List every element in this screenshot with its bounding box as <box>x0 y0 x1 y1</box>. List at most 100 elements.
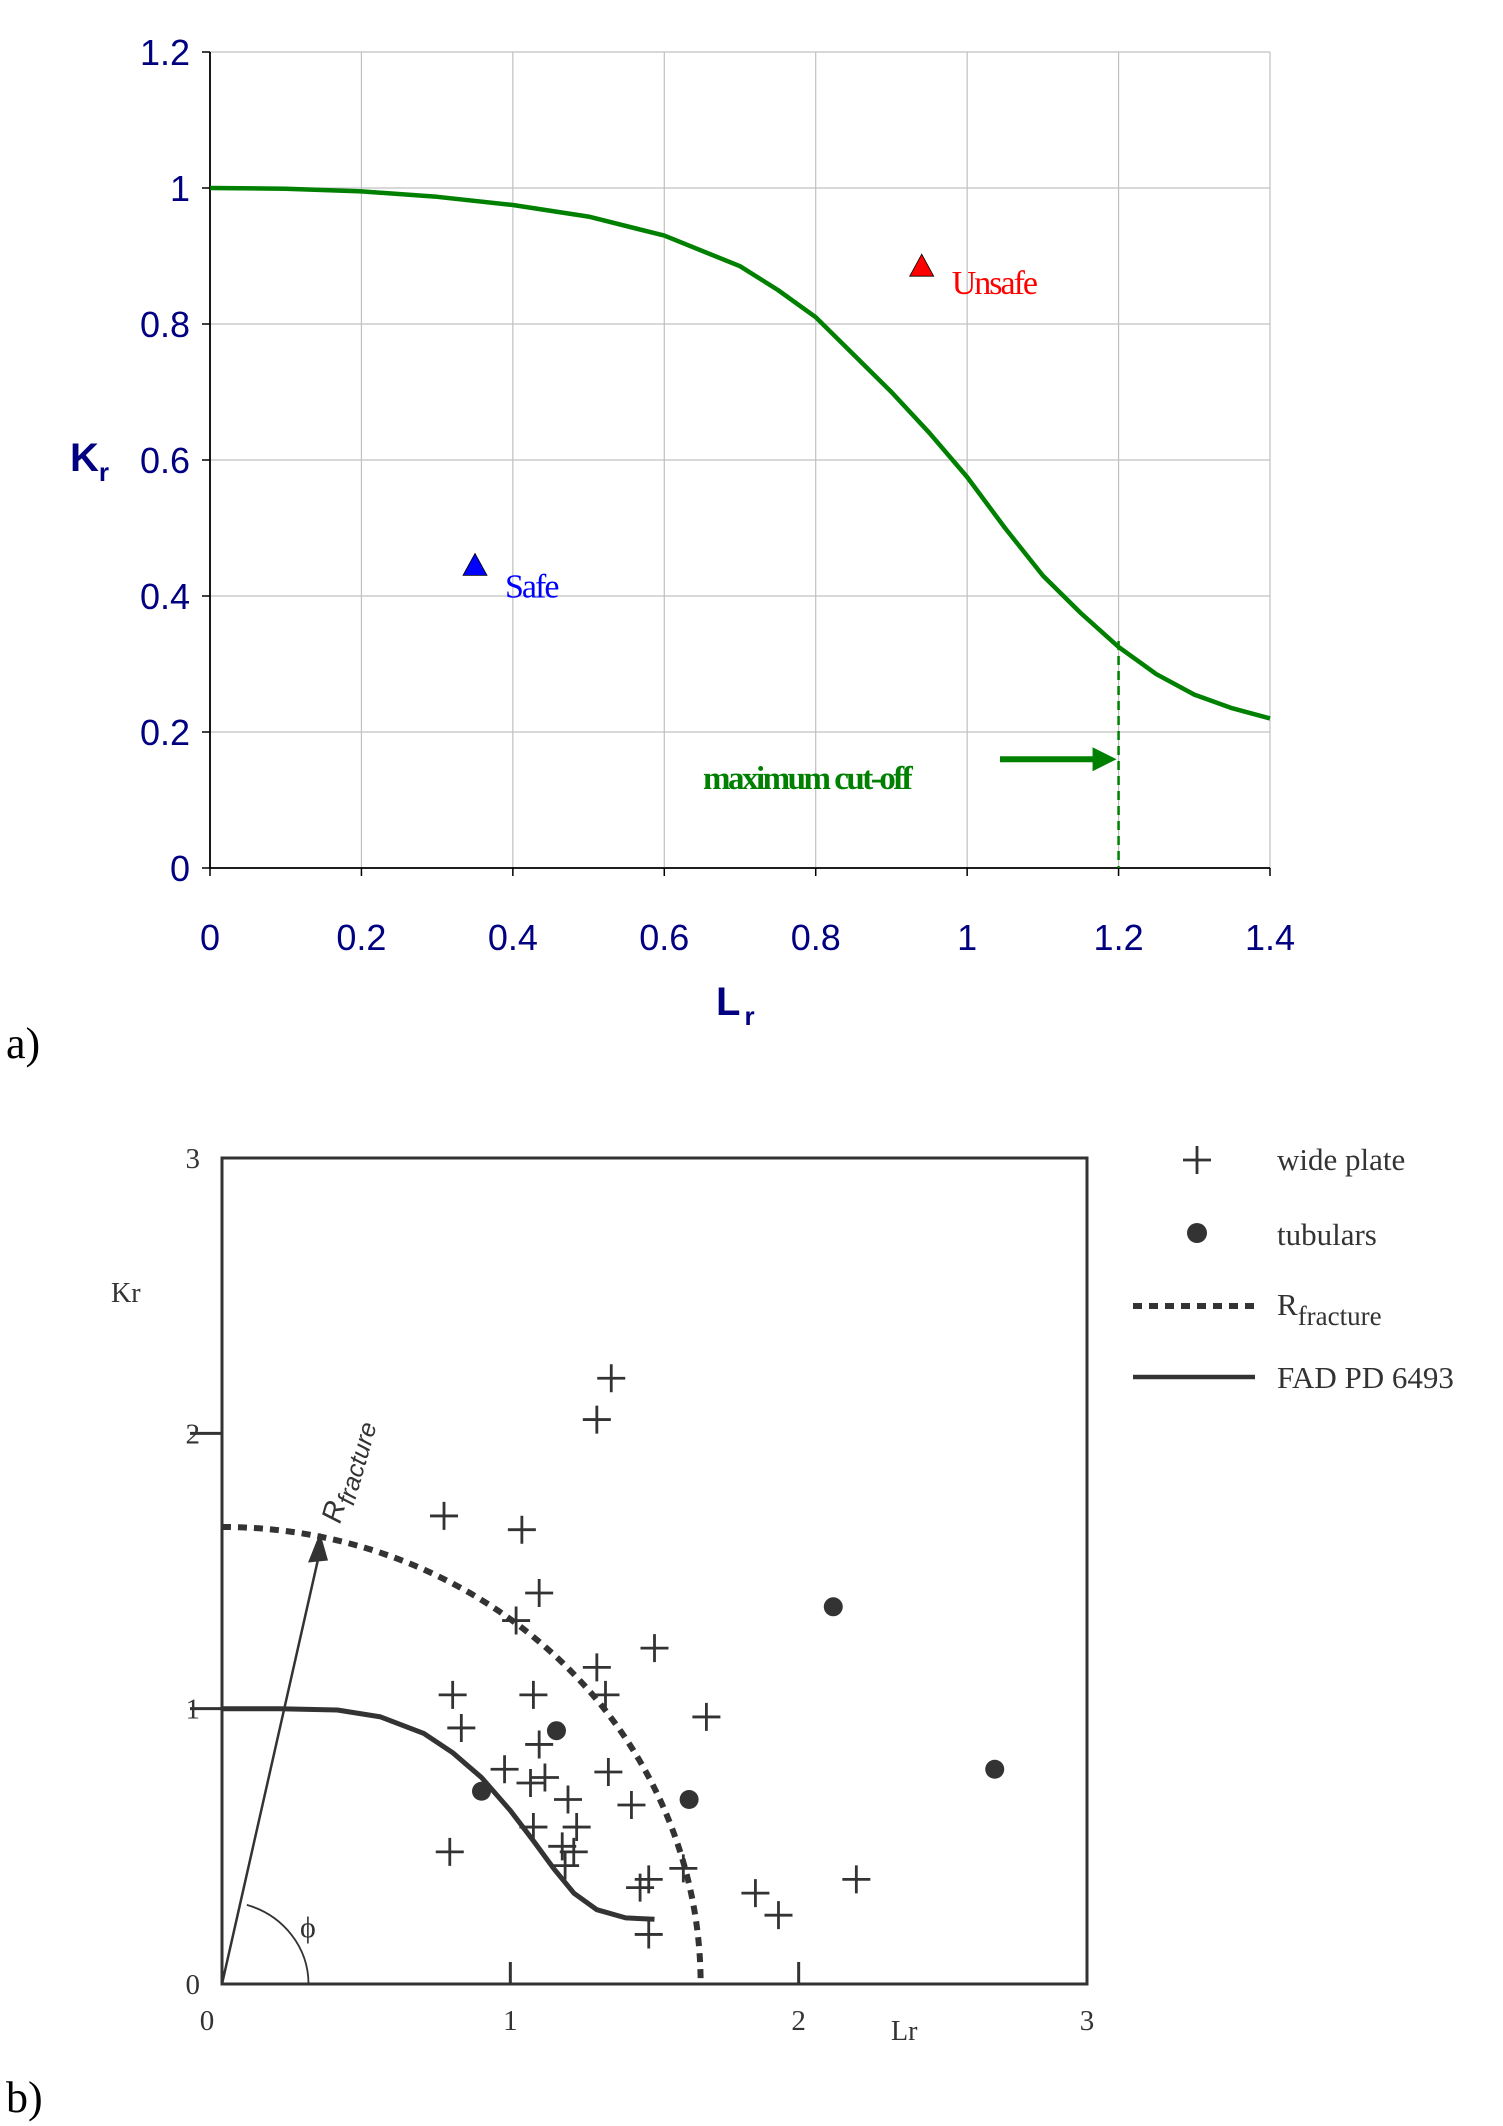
chart-b-x-tick-label: 1 <box>503 2005 518 2037</box>
chart-a-x-tick-label: 0 <box>200 917 220 958</box>
chart-b-y-tick-label: 3 <box>186 1143 201 1175</box>
tubular-point <box>985 1759 1005 1779</box>
chart-a-x-tick-label: 1.2 <box>1094 917 1144 958</box>
chart-a-x-tick-label: 0.8 <box>791 917 841 958</box>
chart-b-y-axis-label: Kr <box>111 1278 141 1309</box>
chart-b-x-tick-label: 3 <box>1080 2005 1095 2037</box>
chart-b-curves: Rfracture ϕ <box>220 1416 704 1985</box>
unsafe-point-marker <box>909 253 935 277</box>
wide-plate-point <box>634 1920 663 1949</box>
chart-a-y-tick-label: 0.6 <box>140 440 190 481</box>
chart-b-points <box>430 1364 1005 1949</box>
wide-plate-point <box>559 1837 588 1866</box>
rfracture-arrow-shaft <box>220 1550 322 1985</box>
wide-plate-point <box>516 1769 545 1798</box>
wide-plate-point <box>582 1653 611 1682</box>
chart-a-x-tick-label: 0.2 <box>336 917 386 958</box>
chart-b-y-tick-label: 0 <box>186 1969 201 2001</box>
legend-fad-label: FAD PD 6493 <box>1277 1360 1454 1395</box>
wide-plate-point <box>617 1791 646 1820</box>
chart-b-x-axis-label: Lr <box>891 2016 918 2047</box>
rfracture-arrow-label-sub: fracture <box>332 1419 382 1508</box>
chart-b-plot-frame <box>220 1156 1089 1986</box>
wide-plate-point <box>554 1785 582 1814</box>
unsafe-point-label: Unsafe <box>952 265 1037 302</box>
wide-plate-point <box>502 1606 531 1635</box>
wide-plate-point <box>594 1757 623 1786</box>
wide-plate-point <box>435 1837 464 1866</box>
chart-a-y-axis-label: Kr <box>70 436 109 487</box>
wide-plate-point <box>669 1854 698 1883</box>
chart-a-y-tick-label: 1 <box>170 168 190 209</box>
wide-plate-point <box>634 1865 663 1894</box>
chart-b-y-tick-label: 2 <box>186 1418 201 1450</box>
wide-plate-point <box>430 1501 459 1530</box>
chart-a-axes <box>202 51 1271 876</box>
chart-b-tick-labels: 0 1 2 3 0 1 2 3 <box>186 1143 1095 2037</box>
legend-tubulars-marker <box>1187 1223 1207 1243</box>
chart-b-x-tick-label: 2 <box>791 2005 806 2037</box>
cutoff-arrow-head <box>1092 747 1117 772</box>
cutoff-label: maximum cut-off <box>703 761 914 797</box>
wide-plate-point <box>842 1865 871 1894</box>
tubular-point <box>546 1721 566 1741</box>
chart-b-legend: wide plate tubulars Rfracture FAD PD 6493 <box>1133 1142 1454 1395</box>
wide-plate-point <box>447 1713 476 1742</box>
wide-plate-point <box>548 1832 577 1861</box>
chart-a-markers: Safe Unsafe maximum cut-off <box>462 253 1120 868</box>
chart-a-tick-labels: 0 0.2 0.4 0.6 0.8 1 1.2 1.4 0 0.2 0.4 0.6 0.8 1 1.2 <box>140 32 1295 958</box>
wide-plate-point <box>597 1364 626 1393</box>
wide-plate-point <box>525 1730 554 1759</box>
chart-a-y-label-sub: r <box>99 457 109 487</box>
wide-plate-point <box>490 1755 519 1784</box>
wide-plate-point <box>582 1405 611 1434</box>
legend-rfracture-sub: fracture <box>1298 1301 1382 1331</box>
chart-a-y-tick-label: 0.2 <box>140 712 190 753</box>
chart-b-x-tick-label: 0 <box>200 2005 215 2037</box>
rfracture-curve <box>221 1523 704 1985</box>
rfracture-arrow-label: Rfracture <box>316 1416 383 1528</box>
phi-angle-label: ϕ <box>300 1911 316 1944</box>
chart-a-series-line <box>209 185 1271 721</box>
chart-a-x-tick-label: 0.4 <box>488 917 538 958</box>
chart-a-y-tick-label: 0.4 <box>140 576 190 617</box>
chart-a-y-tick-label: 0 <box>170 848 190 889</box>
chart-a-x-tick-label: 1 <box>957 917 977 958</box>
tubular-point <box>472 1781 491 1801</box>
wide-plate-point <box>591 1680 620 1709</box>
wide-plate-point <box>519 1813 548 1842</box>
wide-plate-point <box>692 1702 721 1731</box>
chart-b-frame <box>190 1156 1089 1986</box>
chart-a-x-tick-label: 1.4 <box>1245 917 1295 958</box>
chart-a-x-label-sub: r <box>744 1001 754 1031</box>
chart-b: 0 1 2 3 0 1 2 3 Rfracture ϕ wide plate tubulars Rf… <box>6 1142 1454 2122</box>
safe-point-marker <box>462 552 488 576</box>
chart-b-y-tick-label: 1 <box>186 1694 201 1726</box>
legend-tubulars-label: tubulars <box>1277 1217 1377 1252</box>
chart-a-y-tick-label: 0.8 <box>140 304 190 345</box>
safe-point-label: Safe <box>505 568 558 605</box>
chart-a-x-tick-label: 0.6 <box>639 917 689 958</box>
wide-plate-point <box>764 1901 793 1930</box>
legend-rfracture-main: R <box>1277 1287 1298 1322</box>
wide-plate-point <box>562 1813 591 1842</box>
phi-angle-arc <box>246 1904 310 1985</box>
legend-rfracture-label: Rfracture <box>1277 1287 1382 1331</box>
panel-a-label: a) <box>6 1019 40 1068</box>
tubular-point <box>679 1790 699 1810</box>
wide-plate-point <box>507 1515 536 1544</box>
wide-plate-point <box>525 1579 554 1608</box>
fad-curve <box>222 1706 655 1922</box>
legend-wide-plate-label: wide plate <box>1277 1142 1405 1177</box>
chart-a-grid <box>209 51 1271 869</box>
wide-plate-point <box>438 1680 467 1709</box>
chart-a-series <box>209 185 1271 721</box>
panel-b-label: b) <box>6 2073 43 2122</box>
chart-a-y-tick-label: 1.2 <box>140 32 190 73</box>
chart-a-y-label-main: K <box>70 436 99 480</box>
wide-plate-point <box>741 1879 770 1908</box>
wide-plate-point <box>519 1680 548 1709</box>
rfracture-arrow-head <box>308 1532 329 1563</box>
